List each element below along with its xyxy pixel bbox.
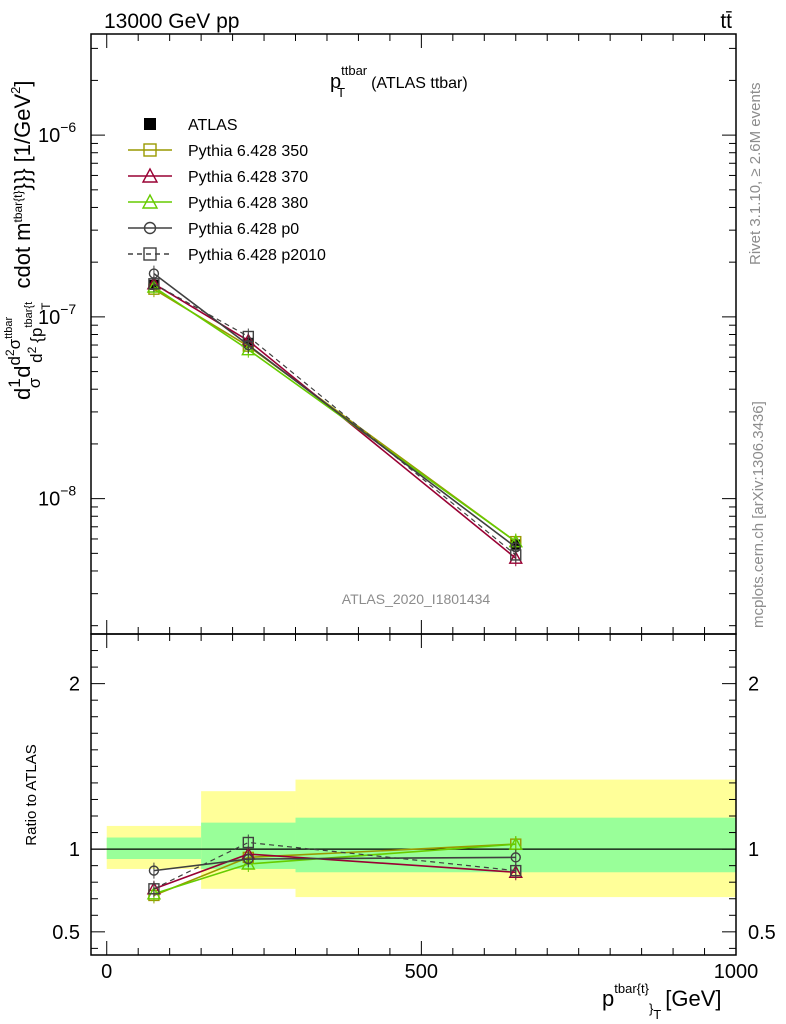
ratio-point-3-1 [243, 853, 254, 865]
ratio-y-tick-label-right: 2 [748, 674, 759, 696]
main-y-tick-base: 10 [38, 307, 60, 329]
xlabel-sub2: T [653, 1007, 661, 1022]
xlabel-sup: tbar{t} [614, 981, 649, 996]
ratio-y-tick-label-right: 0.5 [748, 922, 776, 944]
legend-marker-5 [143, 247, 157, 261]
main-y-tick-label: 10−7 [38, 301, 76, 329]
legend-label-5: Pythia 6.428 p2010 [188, 247, 326, 264]
ylabel-part-e: d [5, 356, 24, 365]
main-series-line-2 [153, 283, 517, 559]
main-title-sup: ttbar [341, 63, 368, 78]
rivet-label: Rivet 3.1.10, ≥ 2.6M events [747, 83, 764, 266]
main-point-3-0 [146, 279, 162, 293]
main-series-line-4 [153, 272, 517, 548]
legend-label-1: Pythia 6.428 350 [188, 143, 308, 160]
ylabel-part-g: σ [5, 338, 24, 349]
main-title-sub: T [337, 85, 345, 100]
ylabel-part-i: d [27, 353, 46, 362]
ratio-y-tick-label-left: 0.5 [52, 922, 80, 944]
main-y-tick-base: 10 [38, 489, 60, 511]
ratio-y-axis-label: Ratio to ATLAS [23, 744, 40, 845]
legend: ATLAS Pythia 6.428 350 Pythia 6.428 370 Pyt… [128, 117, 326, 264]
main-y-tick-exp: −7 [60, 301, 76, 317]
main-y-axis-label: d1σdd2σttbard2{ptbar{t Tcdot mtbar{t}}}} … [3, 80, 53, 400]
ylabel-part-d: d [10, 366, 35, 378]
main-point-5-0 [148, 278, 160, 290]
ylabel-part-k: {p [27, 328, 46, 343]
main-title-p: p [330, 71, 341, 93]
ratio-point-2-2 [508, 836, 523, 850]
legend-label-2: Pythia 6.428 370 [188, 169, 308, 186]
legend-label-4: Pythia 6.428 p0 [188, 221, 299, 238]
ratio-point-4-0 [148, 883, 160, 895]
x-tick-label: 1000 [714, 961, 759, 983]
header-left-label: 13000 GeV pp [104, 10, 239, 33]
main-y-tick-base: 10 [38, 125, 60, 147]
ratio-point-2-1 [241, 856, 256, 870]
ylabel-part-r: ] [10, 80, 35, 86]
ylabel-part-b: 1 [5, 378, 24, 387]
ylabel-part-m: T [39, 302, 53, 310]
mcplots-label: mcplots.cern.ch [arXiv:1306.3436] [750, 401, 767, 628]
legend-marker-3 [141, 193, 159, 209]
legend-marker-2 [141, 167, 159, 183]
ylabel-part-l: tbar{t [23, 302, 35, 328]
ratio-point-3-2 [510, 852, 521, 863]
ylabel-part-a: d [10, 388, 35, 400]
ylabel-part-c: σ [25, 377, 44, 388]
ratio-point-4-1 [242, 836, 255, 849]
ylabel-part-p: }}} [1/GeV [10, 94, 35, 191]
main-y-tick-exp: −8 [60, 483, 76, 499]
legend-marker-4 [143, 221, 157, 235]
ylabel-part-h: ttbar [3, 317, 15, 339]
x-axis-label: ptbar{t}}T [GeV] [602, 981, 722, 1022]
ylabel-part-f: 2 [3, 349, 17, 356]
legend-label-0: ATLAS [188, 117, 238, 134]
ylabel-part-n: cdot m [10, 223, 35, 289]
ratio-y-tick-label-right: 1 [748, 839, 759, 861]
main-series-line-1 [153, 288, 517, 543]
main-panel: 10−610−710−8 [38, 33, 737, 635]
main-y-tick-exp: −6 [60, 119, 76, 135]
ratio-point-3-0 [148, 865, 160, 876]
main-point-2-2 [508, 550, 523, 564]
legend-label-3: Pythia 6.428 380 [188, 195, 308, 212]
ylabel-part-o: tbar{t} [11, 190, 25, 222]
legend-marker-0 [144, 118, 156, 130]
ylabel-part-q: 2 [8, 87, 23, 94]
ratio-point-4-2 [510, 864, 522, 877]
x-tick-label: 500 [405, 961, 438, 983]
ratio-plot-frame [90, 633, 737, 956]
legend-marker-1 [143, 143, 157, 157]
ratio-y-tick-label-left: 2 [69, 674, 80, 696]
ratio-band-green-0 [106, 837, 202, 860]
ratio-y-tick-label-left: 1 [69, 839, 80, 861]
main-y-tick-label: 10−8 [38, 483, 76, 511]
xlabel-p: p [602, 986, 614, 1011]
analysis-label: ATLAS_2020_I1801434 [342, 591, 491, 607]
xlabel-rest: [GeV] [665, 986, 721, 1011]
main-y-tick-label: 10−6 [38, 119, 76, 147]
header-right-label: tt̄ [720, 10, 732, 33]
x-tick-label: 0 [101, 961, 112, 983]
xlabel-sub: } [649, 1001, 654, 1016]
ratio-panel: 0 500 1000 0.5 0.5 1 1 2 2 [52, 633, 776, 983]
main-point-5-1 [242, 330, 255, 343]
main-title-rest: (ATLAS ttbar) [371, 75, 468, 92]
ylabel-part-j: 2 [25, 346, 39, 353]
main-title: pttbar T (ATLAS ttbar) [330, 63, 468, 100]
main-point-5-2 [510, 549, 522, 561]
main-series-line-3 [153, 286, 517, 543]
